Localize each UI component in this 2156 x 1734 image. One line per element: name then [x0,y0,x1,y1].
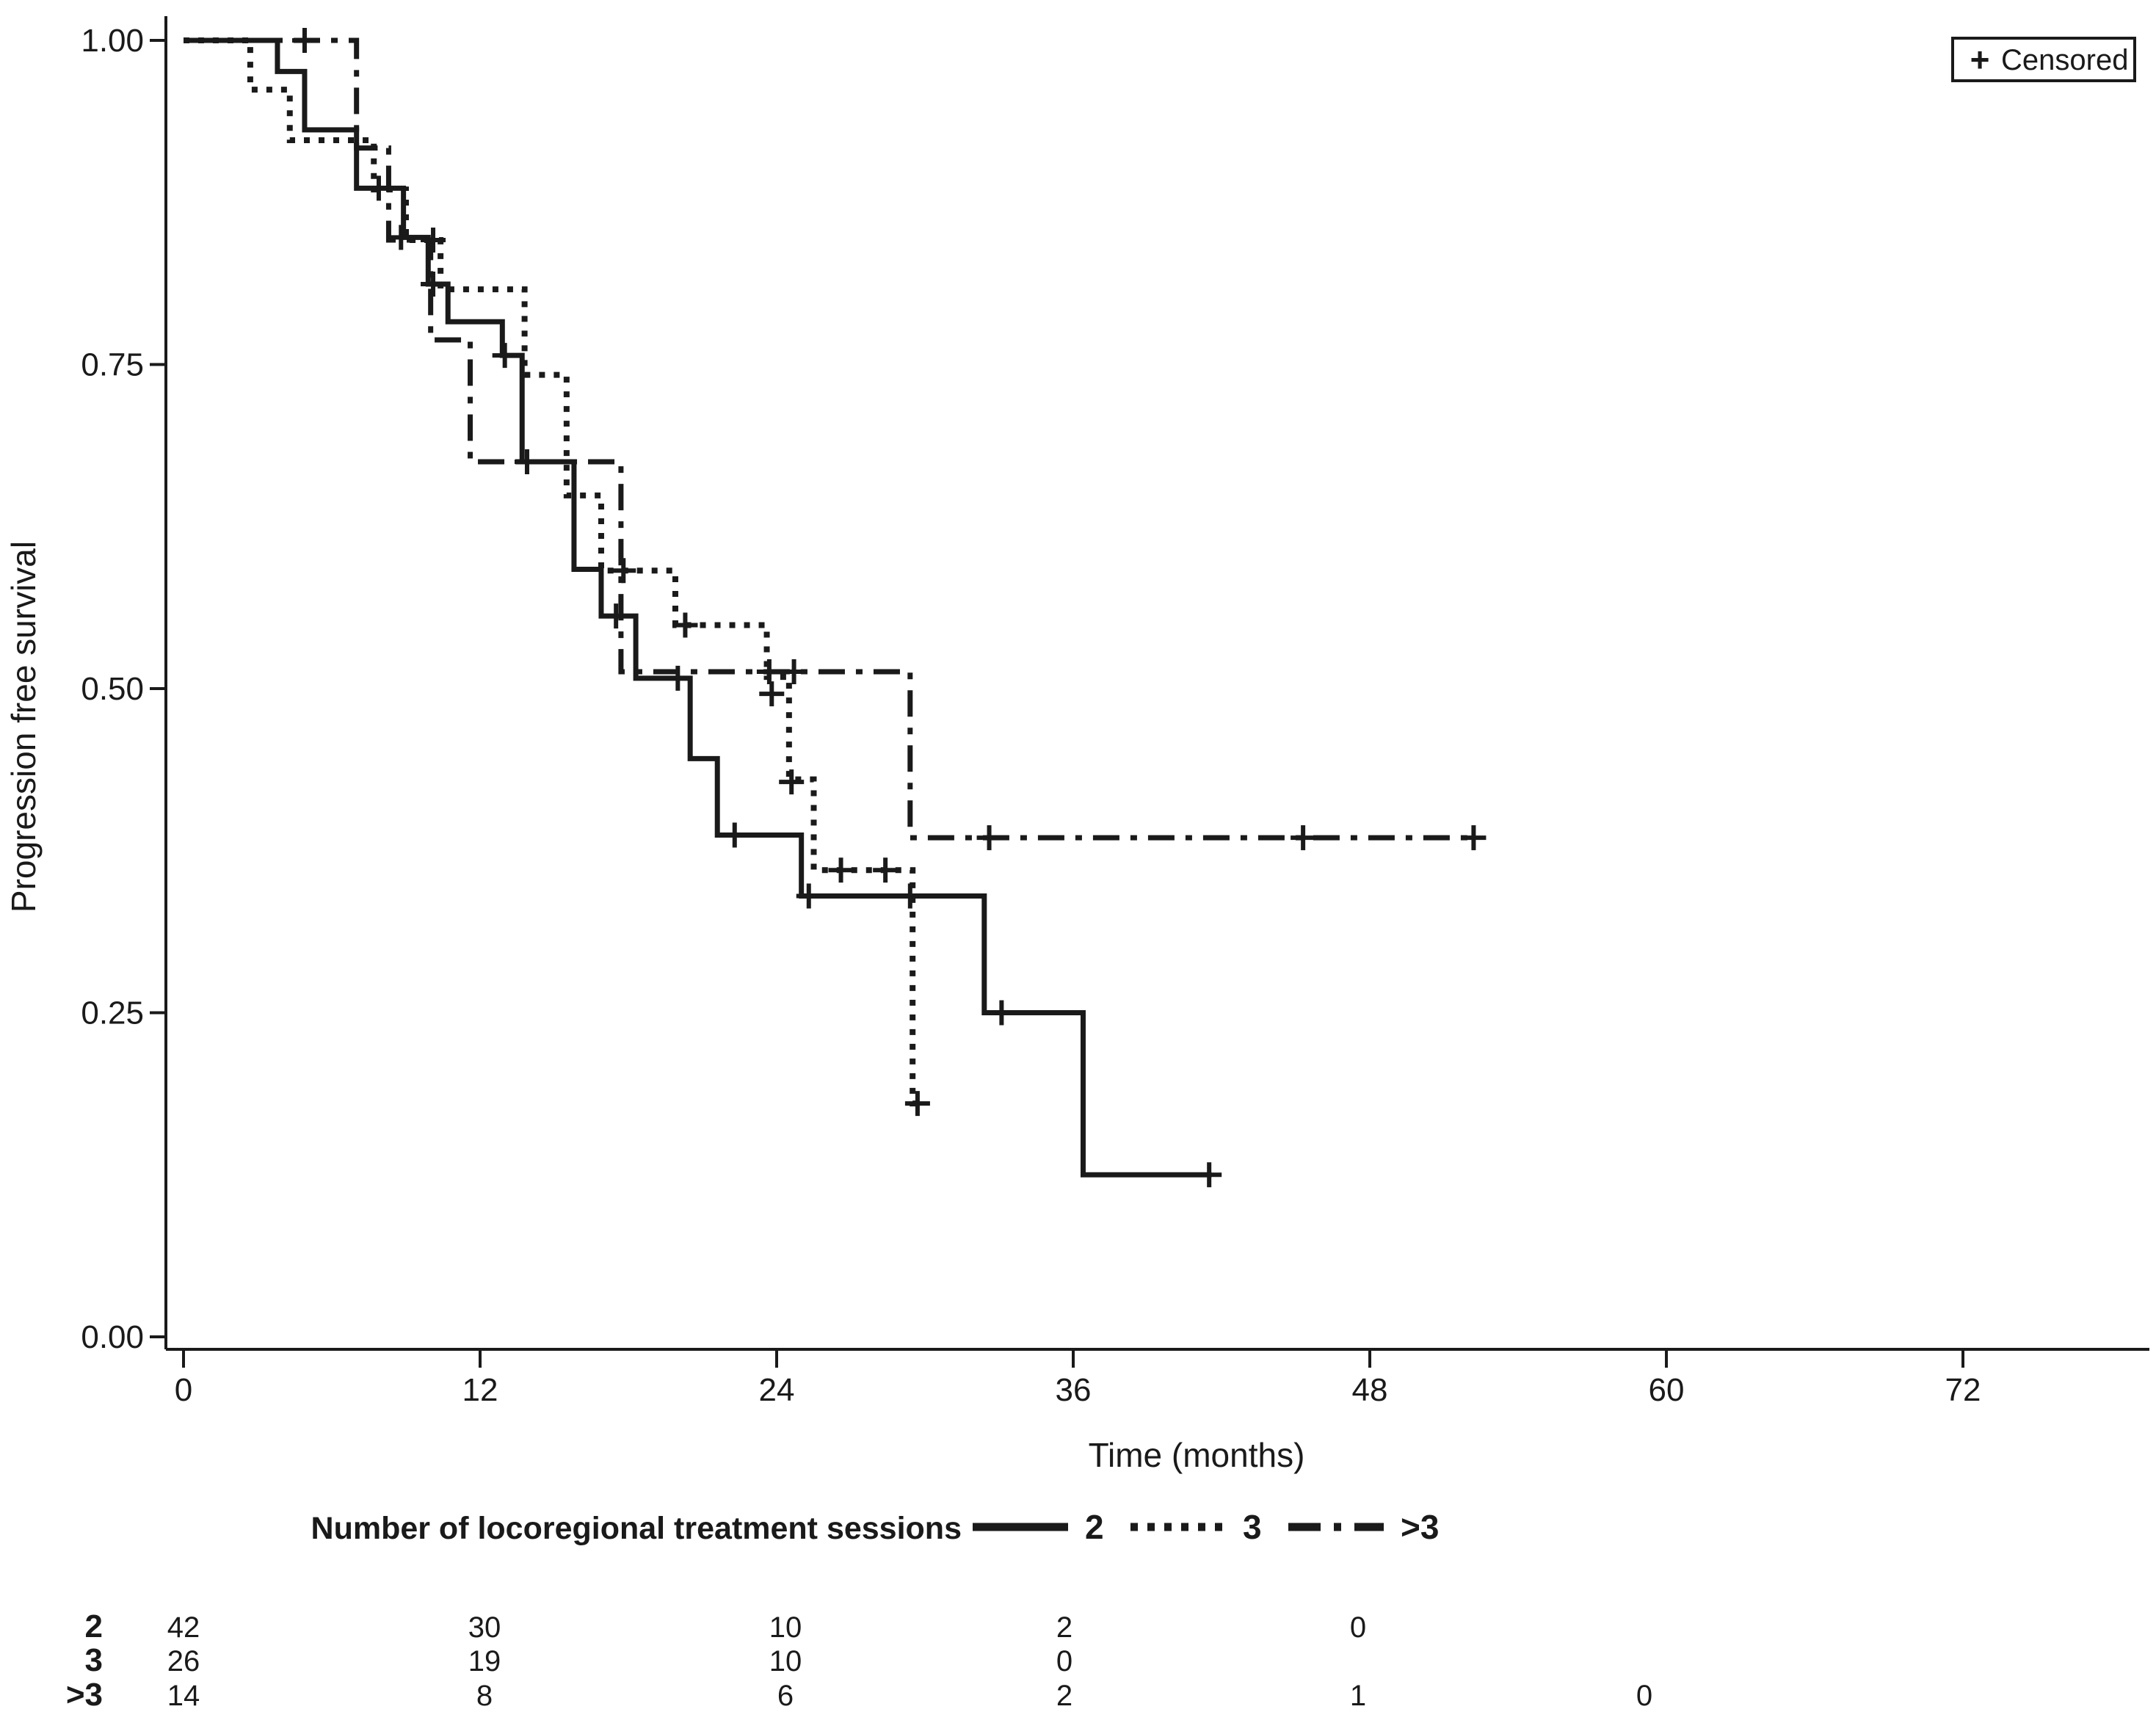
censor-plus-icon [366,175,391,201]
x-axis-title: Time (months) [1089,1436,1305,1474]
censor-plus-icon [779,769,805,795]
risk-count: 1 [1350,1680,1366,1712]
censor-plus-icon [672,612,698,638]
risk-count: 2 [1056,1611,1072,1644]
censored-legend-plus-icon: + [1970,40,1990,79]
legend-series-label: 2 [1085,1508,1104,1546]
risk-count: 42 [167,1611,200,1644]
axes [164,16,2149,1351]
y-tick-label: 0.00 [81,1319,144,1355]
risk-count: 19 [468,1645,501,1677]
censor-plus-icon [904,1091,930,1117]
censor-plus-icon [603,603,629,629]
censor-plus-icon [1461,825,1487,851]
censor-plus-icon [514,449,540,474]
censor-plus-icon [1197,1162,1222,1188]
censor-plus-icon [421,272,446,297]
censor-plus-icon [388,225,414,250]
risk-row-label: 3 [85,1642,103,1678]
series-legend: Number of locoregional treatment session… [311,1508,1440,1546]
survival-curve-2 [184,37,1212,1178]
survival-curves [184,37,1476,1178]
y-axis-ticks: 1.00 0.75 0.50 0.25 0.00 [81,23,166,1355]
series-legend-items: 2 3 >3 [973,1508,1439,1546]
y-axis-title: Progression free survival [4,541,43,913]
censored-legend-label: Censored [2001,44,2128,76]
series-legend-title: Number of locoregional treatment session… [311,1511,962,1546]
censored-legend-box [1951,37,2136,82]
x-axis-ticks: 0 12 24 36 48 60 72 [175,1349,1981,1408]
x-tick-label: 12 [462,1372,498,1408]
risk-count: 26 [167,1645,200,1677]
legend-series-label: >3 [1401,1508,1439,1546]
y-tick-label: 1.00 [81,23,144,59]
censor-plus-icon [421,227,446,253]
x-tick-label: 48 [1352,1372,1388,1408]
x-tick-label: 72 [1945,1372,1981,1408]
x-tick-label: 60 [1649,1372,1685,1408]
risk-count: 0 [1056,1645,1072,1677]
censored-legend: + Censored [1951,37,2136,82]
y-tick-label: 0.75 [81,347,144,383]
legend-series-label: 3 [1243,1508,1262,1546]
censor-marks [291,28,1487,1188]
x-tick-label: 36 [1056,1372,1092,1408]
censor-plus-icon [1291,825,1316,851]
survival-curve-3 [184,37,926,1107]
censor-plus-icon [291,28,317,53]
censor-plus-icon [756,659,782,685]
risk-row-label: 2 [85,1608,103,1644]
risk-count: 2 [1056,1680,1072,1712]
censor-plus-icon [611,558,636,584]
censor-plus-icon [759,681,785,707]
censor-plus-icon [796,883,821,909]
risk-count: 0 [1350,1611,1366,1644]
risk-count: 10 [769,1645,802,1677]
censor-plus-icon [492,343,518,369]
censor-plus-icon [873,857,899,883]
y-tick-label: 0.50 [81,671,144,707]
censor-plus-icon [989,1000,1015,1026]
risk-row-label: >3 [66,1677,103,1713]
x-tick-label: 24 [759,1372,795,1408]
at-risk-table: 2 42 30 10 2 03 26 19 10 0>3 14 8 6 2 1 0 [66,1608,1652,1713]
censor-plus-icon [665,665,691,691]
risk-count: 8 [476,1680,493,1712]
y-tick-label: 0.25 [81,995,144,1031]
risk-count: 14 [167,1680,200,1712]
censor-plus-icon [781,659,807,685]
censor-plus-icon [976,825,1002,851]
censor-plus-icon [897,883,923,909]
risk-count: 30 [468,1611,501,1644]
censor-plus-icon [722,822,747,848]
censor-plus-icon [828,857,854,883]
risk-count: 6 [777,1680,794,1712]
x-tick-label: 0 [175,1372,192,1408]
risk-count: 0 [1636,1680,1652,1712]
survival-curve->3 [184,37,1476,841]
risk-count: 10 [769,1611,802,1644]
